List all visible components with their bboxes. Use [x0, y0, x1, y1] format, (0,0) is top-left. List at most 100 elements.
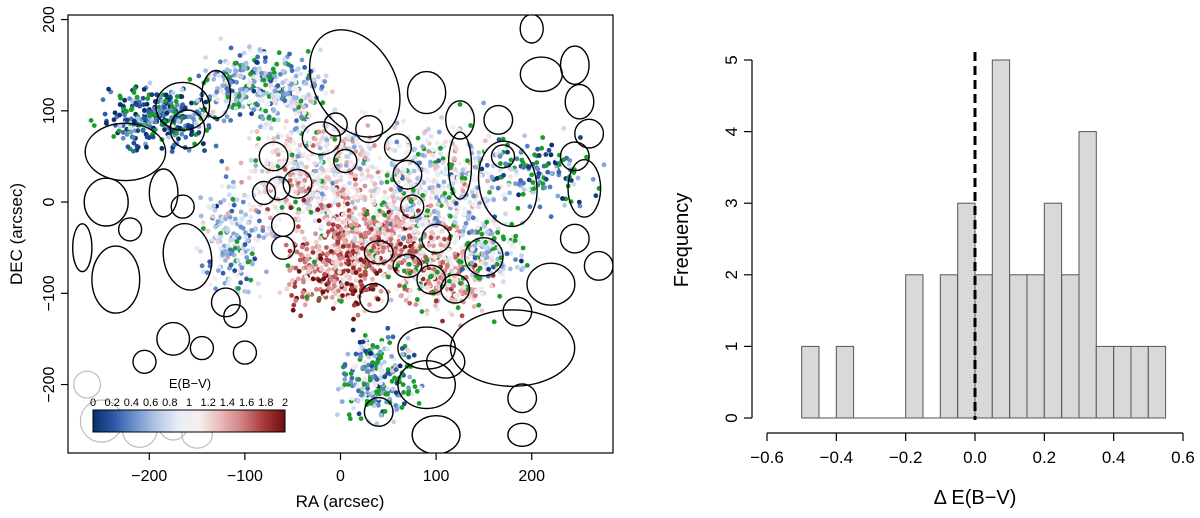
- green-point: [279, 205, 285, 210]
- dust-point: [352, 205, 358, 211]
- dust-point: [326, 285, 332, 291]
- green-point: [304, 294, 310, 300]
- dust-point: [375, 254, 380, 260]
- dust-point: [504, 251, 510, 257]
- aperture-ellipse: [411, 415, 461, 453]
- green-point: [411, 379, 417, 384]
- dust-point: [311, 77, 317, 83]
- dust-point: [124, 132, 130, 137]
- dust-point: [351, 144, 357, 150]
- dust-point: [238, 209, 244, 215]
- dust-point: [228, 262, 234, 268]
- green-point: [236, 286, 241, 291]
- dust-point: [450, 124, 456, 130]
- dust-point: [307, 267, 312, 272]
- hist-y-tick-label: 5: [722, 55, 741, 64]
- dust-point: [226, 184, 232, 190]
- dust-point: [351, 265, 356, 271]
- histogram-bar: [974, 274, 993, 419]
- green-point: [405, 391, 411, 397]
- dust-point: [394, 215, 399, 220]
- aperture-ellipse: [169, 109, 206, 149]
- green-point: [425, 208, 430, 214]
- dust-point: [245, 238, 251, 244]
- aperture-ellipse: [502, 296, 533, 327]
- dust-point: [366, 251, 372, 257]
- dust-point: [356, 388, 361, 394]
- dust-point: [413, 242, 419, 248]
- dust-point: [316, 218, 322, 224]
- dust-point: [292, 107, 298, 113]
- dust-point: [432, 208, 437, 214]
- dust-point: [473, 160, 479, 166]
- dust-point: [460, 266, 465, 272]
- green-point: [370, 360, 376, 365]
- green-point: [338, 299, 344, 304]
- dust-point: [482, 224, 487, 230]
- dust-point: [357, 166, 363, 172]
- dust-point: [438, 151, 444, 157]
- dust-point: [593, 193, 599, 199]
- dust-point: [444, 262, 450, 268]
- dust-point: [469, 228, 475, 234]
- dust-point: [290, 278, 295, 283]
- dust-point: [471, 202, 476, 208]
- dust-point: [509, 166, 514, 172]
- dust-point: [507, 190, 513, 196]
- green-point: [561, 157, 567, 163]
- green-point: [395, 263, 401, 269]
- dust-point: [385, 386, 391, 392]
- dust-point: [392, 188, 398, 194]
- hist-y-tick-label: 1: [722, 342, 741, 351]
- dust-point: [176, 136, 181, 142]
- dust-point: [340, 244, 346, 249]
- dust-point: [332, 254, 338, 260]
- dust-point: [519, 148, 525, 154]
- dust-point: [316, 186, 322, 192]
- dust-point: [472, 277, 478, 283]
- dust-point: [535, 146, 540, 152]
- dust-point: [416, 222, 422, 228]
- dust-point: [413, 227, 418, 233]
- dust-point: [346, 214, 352, 219]
- aperture-ellipse: [397, 360, 456, 410]
- green-point: [289, 152, 295, 158]
- dust-point: [219, 158, 225, 164]
- dust-point: [416, 200, 422, 206]
- dust-point: [274, 182, 280, 188]
- dust-point: [351, 302, 357, 308]
- dust-point: [463, 290, 468, 296]
- green-point: [497, 293, 503, 299]
- dust-point: [450, 181, 456, 186]
- dust-point: [233, 68, 239, 74]
- dust-point: [361, 161, 366, 166]
- green-point: [515, 205, 521, 211]
- dust-point: [255, 281, 261, 286]
- dust-point: [242, 65, 248, 71]
- dust-point: [456, 127, 462, 133]
- colorbar-tick-label: 0.8: [162, 397, 177, 409]
- dust-point: [183, 114, 188, 120]
- dust-point: [377, 155, 382, 161]
- dust-point: [344, 230, 350, 236]
- dust-point: [240, 104, 246, 110]
- dust-point: [246, 175, 252, 181]
- green-point: [449, 162, 455, 168]
- dust-point: [350, 195, 356, 201]
- map-x-tick-label: −100: [227, 468, 263, 485]
- dust-point: [348, 174, 353, 180]
- histogram-bar: [991, 59, 1011, 419]
- map-x-axis-label: RA (arcsec): [296, 492, 385, 511]
- aperture-ellipse: [84, 122, 167, 182]
- dust-point: [289, 293, 294, 298]
- dust-point: [318, 223, 324, 229]
- dust-point: [392, 125, 398, 130]
- dust-point: [548, 152, 554, 158]
- dust-point: [387, 265, 393, 271]
- dust-point: [377, 108, 383, 114]
- dust-point: [397, 234, 402, 239]
- green-point: [256, 136, 261, 142]
- dust-point: [353, 221, 359, 227]
- dust-point: [243, 230, 248, 236]
- dust-point: [409, 207, 414, 213]
